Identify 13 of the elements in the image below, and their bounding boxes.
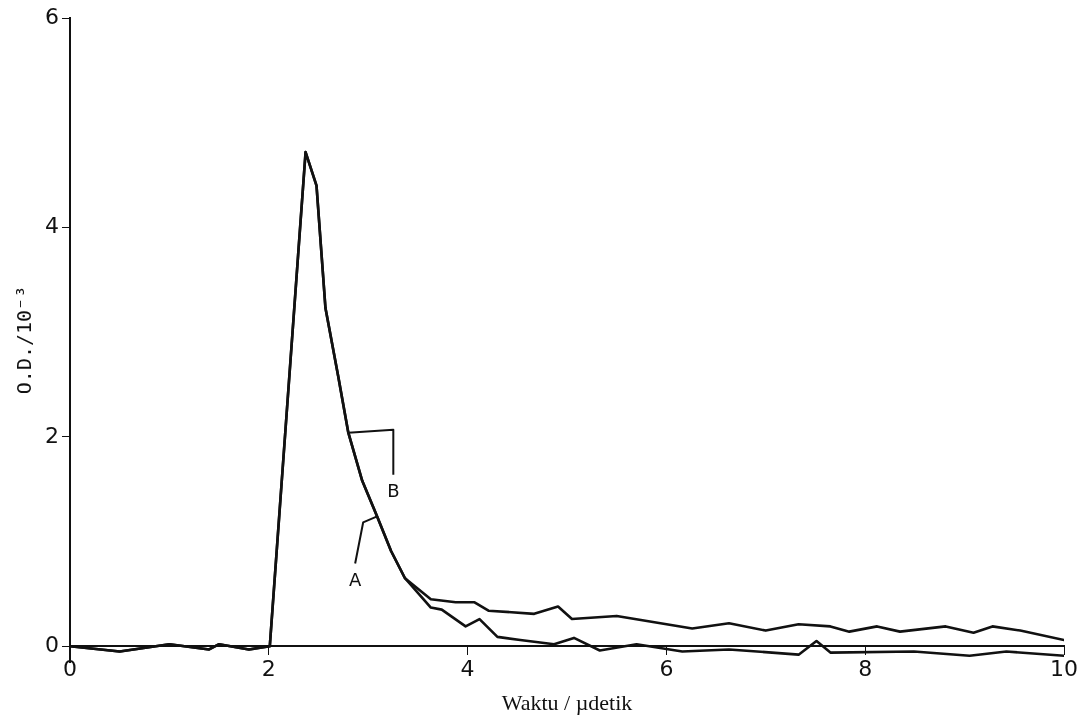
series-label: B [387, 480, 400, 502]
y-tick-label: 2 [45, 422, 59, 448]
y-tick-label: 0 [45, 632, 59, 658]
x-tick-label: 2 [261, 656, 276, 682]
x-tick-label: 8 [858, 656, 873, 682]
x-tick-label: 10 [1050, 656, 1078, 682]
y-tick-label: 6 [45, 3, 59, 29]
x-axis-title: Waktu / µdetik [501, 689, 633, 715]
y-tick-label: 4 [45, 213, 59, 239]
y-axis-title: O.D./10⁻³ [12, 285, 37, 395]
x-tick-label: 6 [659, 656, 674, 682]
x-tick-label: 4 [460, 656, 475, 682]
series-label: A [348, 569, 362, 591]
